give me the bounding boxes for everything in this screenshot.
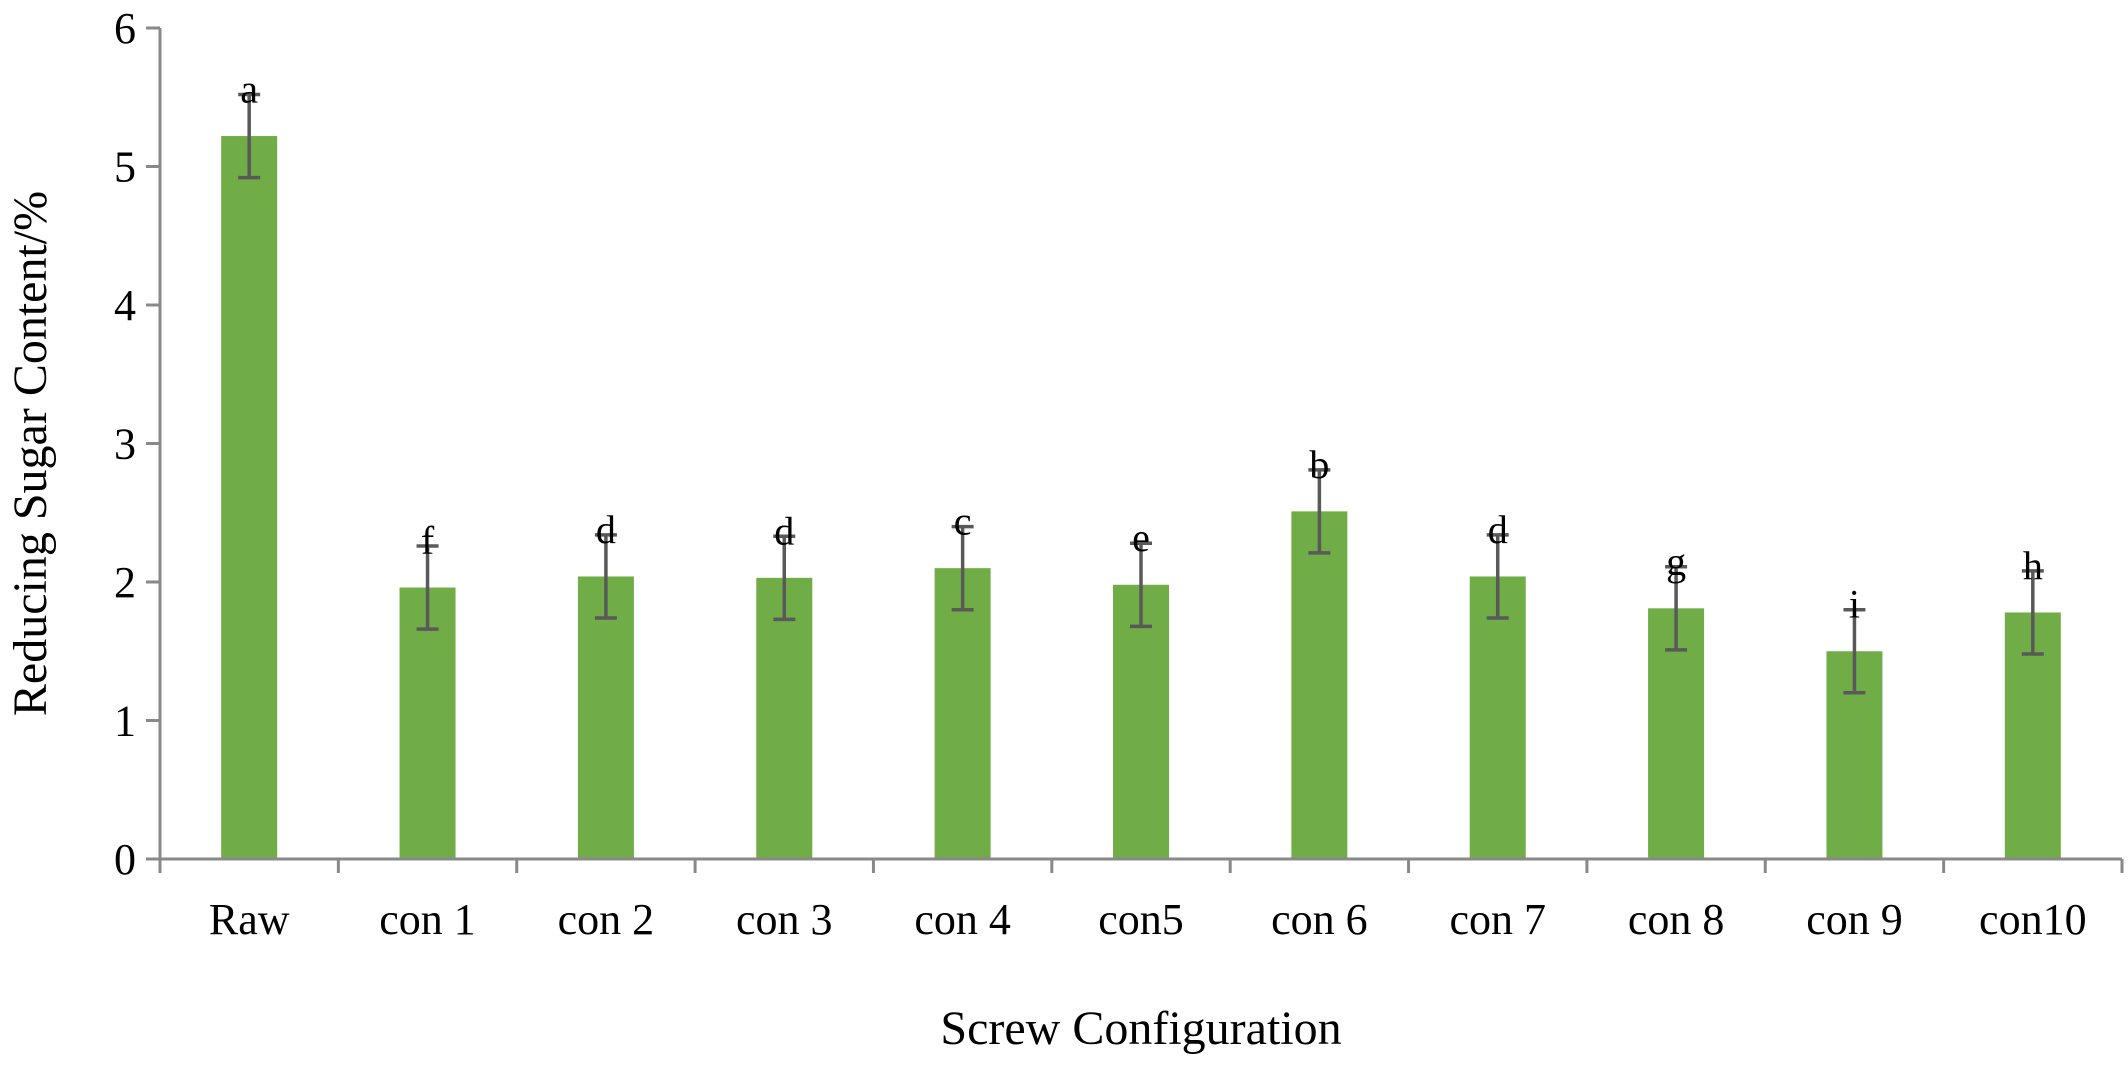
x-category-label: con 2	[558, 895, 655, 944]
significance-label: b	[1309, 442, 1329, 487]
significance-label: d	[1488, 507, 1508, 552]
significance-label: a	[240, 66, 258, 111]
bar	[1291, 511, 1348, 859]
significance-label: g	[1666, 539, 1686, 584]
x-category-label: con 1	[379, 895, 476, 944]
y-tick-label: 1	[114, 697, 136, 746]
x-category-label: con 8	[1628, 895, 1725, 944]
significance-label: i	[1849, 582, 1860, 627]
x-category-label: con 7	[1449, 895, 1546, 944]
significance-label: f	[421, 518, 435, 563]
x-category-label: Raw	[209, 895, 290, 944]
bar	[934, 568, 991, 859]
y-tick-label: 6	[114, 4, 136, 53]
bar	[1469, 576, 1526, 859]
x-axis-title: Screw Configuration	[940, 1002, 1341, 1055]
x-category-label: con5	[1098, 895, 1184, 944]
significance-label: d	[596, 507, 616, 552]
labels-layer: 0 1 2 3 4 5 6 a Raw f con 1 d con 2 d con 3 c con 4 e con5…	[114, 4, 2087, 944]
significance-label: h	[2023, 543, 2043, 588]
bar	[1113, 584, 1169, 859]
bar	[577, 576, 634, 859]
ticks-layer	[146, 26, 2124, 873]
x-category-label: con 3	[736, 895, 833, 944]
bar	[756, 577, 813, 859]
y-tick-label: 3	[114, 420, 136, 469]
y-tick-label: 2	[114, 558, 136, 607]
y-tick-label: 4	[114, 281, 136, 330]
y-tick-label: 5	[114, 143, 136, 192]
bar	[221, 136, 278, 859]
bars-layer	[221, 136, 2061, 859]
significance-label: e	[1132, 515, 1150, 560]
x-category-label: con10	[1979, 895, 2087, 944]
bar	[399, 587, 456, 859]
x-category-label: con 9	[1806, 895, 1903, 944]
x-category-label: con 6	[1271, 895, 1368, 944]
y-axis-title: Reducing Sugar Content/%	[4, 191, 57, 716]
y-tick-label: 0	[114, 835, 136, 884]
significance-label: c	[954, 499, 972, 544]
x-category-label: con 4	[914, 895, 1011, 944]
error-bars-layer	[238, 92, 2044, 695]
significance-label: d	[774, 508, 794, 553]
